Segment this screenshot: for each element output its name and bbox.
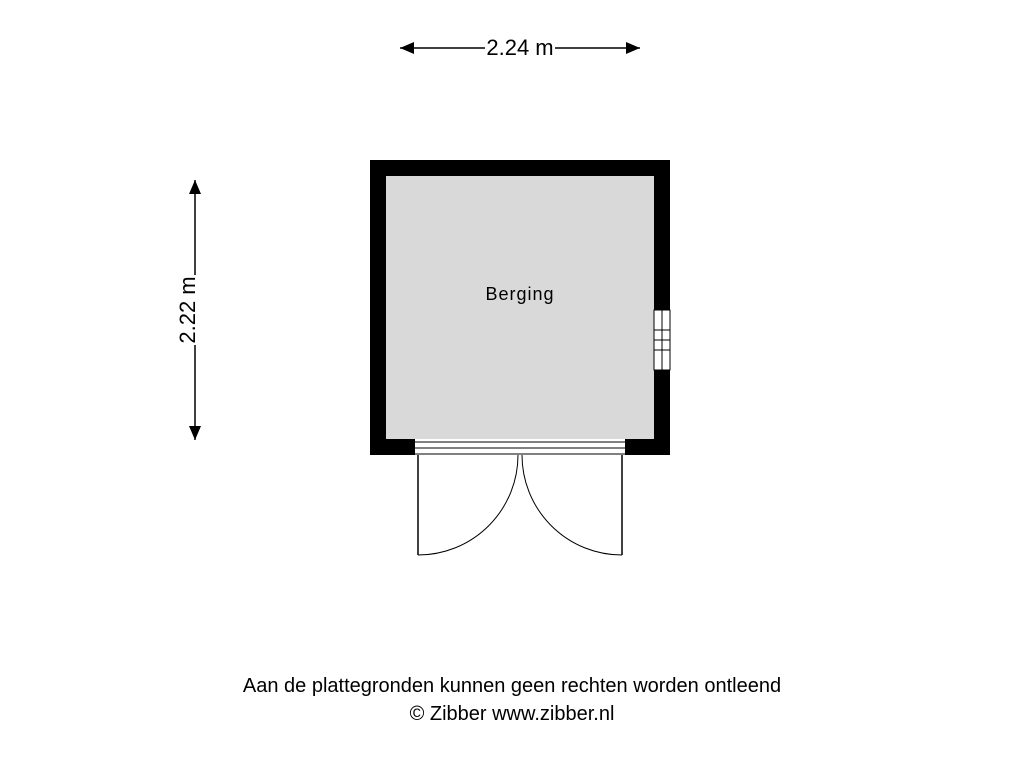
dimension-width: 2.24 m — [400, 34, 640, 62]
window-right — [654, 310, 670, 370]
room-fill — [386, 176, 654, 439]
dimension-width-label: 2.24 m — [486, 35, 553, 60]
wall-bottom-left — [370, 439, 415, 455]
footer-text: Aan de plattegronden kunnen geen rechten… — [0, 672, 1024, 728]
wall-bottom-right — [625, 439, 670, 455]
floorplan-container: Berging 2.24 m 2.22 m — [0, 0, 1024, 768]
wall-left — [370, 160, 386, 455]
floorplan-svg: Berging 2.24 m 2.22 m — [0, 0, 1024, 768]
dimension-height-label: 2.22 m — [175, 276, 200, 343]
door-swings — [418, 455, 622, 555]
wall-top — [370, 160, 670, 176]
wall-right-upper — [654, 160, 670, 310]
door-threshold — [415, 442, 625, 454]
room-label: Berging — [485, 284, 554, 304]
dimension-height: 2.22 m — [175, 180, 209, 440]
footer-line2: © Zibber www.zibber.nl — [0, 700, 1024, 728]
footer-line1: Aan de plattegronden kunnen geen rechten… — [0, 672, 1024, 700]
